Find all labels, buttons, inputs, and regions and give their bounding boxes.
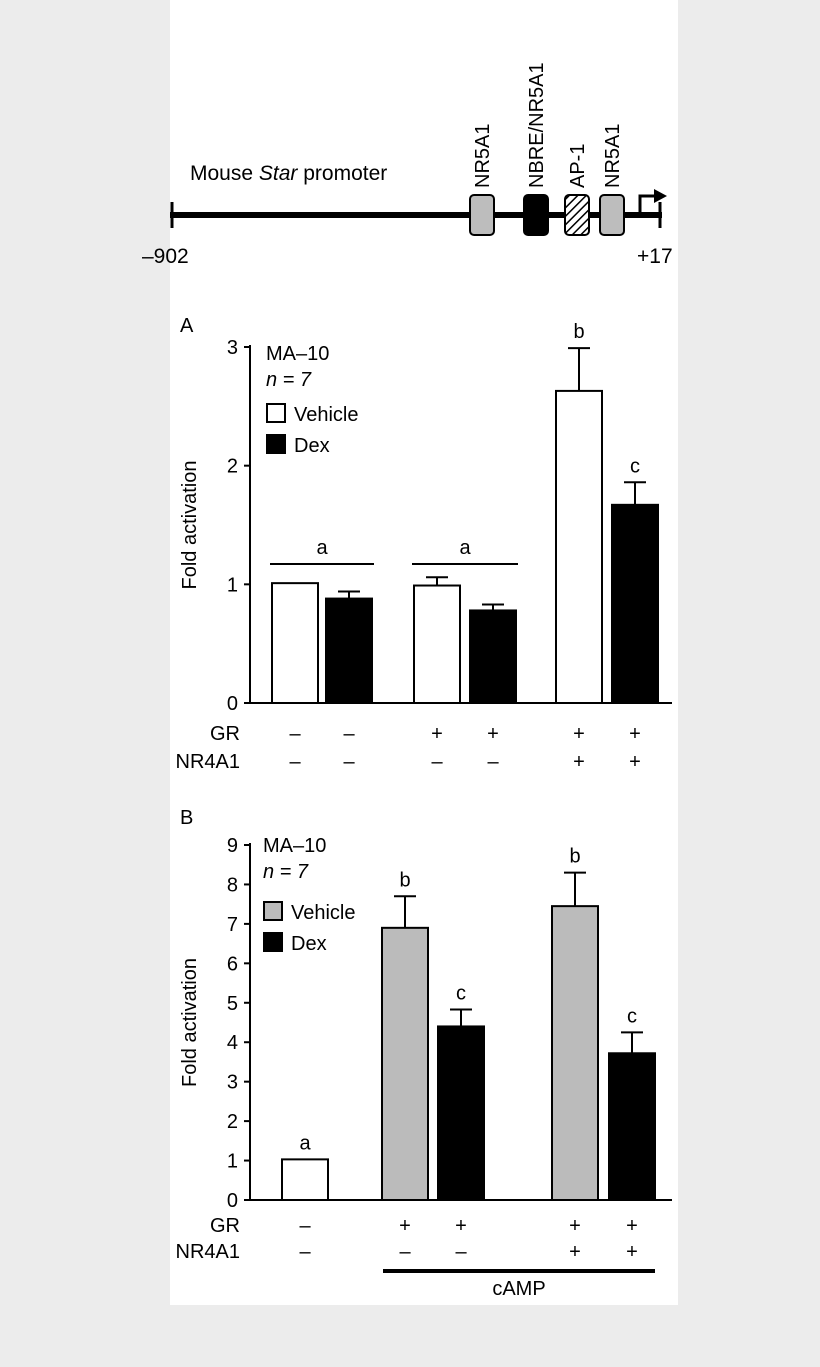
nr4a1-sign: +: [573, 751, 585, 773]
bar: [413, 584, 461, 705]
y-tick-label: 0: [227, 693, 238, 715]
gr-sign: +: [399, 1215, 411, 1237]
bar: [325, 597, 373, 704]
significance-letter: c: [627, 1005, 637, 1027]
tss-arrow-icon: [638, 194, 656, 215]
y-tick-label: 6: [227, 953, 238, 975]
promoter-element-box: [469, 194, 495, 236]
tss-arrowhead-icon: [654, 189, 667, 203]
promoter-diagram: Mouse Star promoter NR5A1 NBRE/NR5A1 AP-1 N…: [142, 62, 673, 268]
gr-sign: +: [569, 1215, 581, 1237]
significance-letter: b: [569, 846, 580, 868]
legend-swatch: [263, 901, 283, 921]
promoter-element-label: NR5A1: [602, 124, 624, 188]
n-label: n = 7: [263, 861, 309, 883]
nr4a1-sign: –: [299, 1241, 311, 1263]
y-tick-label: 2: [227, 1111, 238, 1133]
significance-letter: c: [456, 982, 466, 1004]
bar: [271, 582, 319, 704]
nr4a1-sign: –: [289, 751, 301, 773]
panel-a-chart: A 0 1 2 3 Fold activation MA–10 n = 7 Vehicle Dex…: [176, 315, 672, 773]
y-tick-label: 8: [227, 874, 238, 896]
bar: [608, 1052, 656, 1202]
promoter-element-label: AP-1: [567, 144, 589, 188]
nr4a1-sign: –: [431, 751, 443, 773]
n-label: n = 7: [266, 369, 312, 391]
promoter-element-label: NBRE/NR5A1: [526, 62, 548, 188]
gr-sign: –: [343, 723, 355, 745]
significance-letter: c: [630, 455, 640, 477]
camp-label: cAMP: [492, 1278, 545, 1300]
significance-letter: a: [316, 537, 328, 559]
legend-label: Dex: [294, 435, 330, 457]
y-tick-label: 3: [227, 337, 238, 359]
legend-label: Vehicle: [291, 902, 356, 924]
promoter-element-box: [564, 194, 590, 236]
cell-line-label: MA–10: [263, 835, 326, 857]
legend-label: Vehicle: [294, 404, 359, 426]
gr-row-label: GR: [210, 1215, 240, 1237]
bar: [611, 503, 659, 704]
bar: [437, 1025, 485, 1202]
legend-swatch: [266, 434, 286, 454]
gr-sign: +: [626, 1215, 638, 1237]
gr-sign: +: [573, 723, 585, 745]
bar: [469, 609, 517, 704]
nr4a1-sign: +: [569, 1241, 581, 1263]
gr-sign: +: [455, 1215, 467, 1237]
y-tick-label: 9: [227, 835, 238, 857]
bar: [281, 1158, 329, 1201]
legend-swatch: [263, 932, 283, 952]
nr4a1-row-label: NR4A1: [176, 1241, 240, 1263]
significance-letter: a: [299, 1132, 311, 1154]
y-tick-label: 5: [227, 993, 238, 1015]
significance-letter: a: [459, 537, 471, 559]
nr4a1-sign: –: [343, 751, 355, 773]
y-tick-label: 7: [227, 914, 238, 936]
gr-sign: +: [487, 723, 499, 745]
nr4a1-row-label: NR4A1: [176, 751, 240, 773]
promoter-element-box: [523, 194, 549, 236]
gr-sign: –: [289, 723, 301, 745]
nr4a1-sign: +: [629, 751, 641, 773]
nr4a1-sign: –: [487, 751, 499, 773]
promoter-element-label: NR5A1: [472, 124, 494, 188]
cell-line-label: MA–10: [266, 343, 329, 365]
significance-letter: b: [399, 869, 410, 891]
legend-label: Dex: [291, 933, 327, 955]
panel-b-chart: B 0 1 2 3 4 5 6 7 8 9 Fold activation MA–10 n = 7 Vehi…: [176, 807, 672, 1300]
panel-label: A: [180, 315, 194, 337]
bar: [381, 926, 429, 1201]
nr4a1-sign: –: [455, 1241, 467, 1263]
gr-sign: +: [431, 723, 443, 745]
y-tick-label: 4: [227, 1032, 238, 1054]
nr4a1-sign: –: [399, 1241, 411, 1263]
significance-letter: b: [573, 321, 584, 343]
y-tick-label: 1: [227, 1151, 238, 1173]
promoter-title: Mouse Star promoter: [190, 162, 387, 185]
promoter-element-box: [599, 194, 625, 236]
bar: [551, 905, 599, 1202]
y-tick-label: 3: [227, 1072, 238, 1094]
gr-sign: –: [299, 1215, 311, 1237]
gr-sign: +: [629, 723, 641, 745]
y-tick-label: 1: [227, 574, 238, 596]
bar: [555, 389, 603, 704]
promoter-end-label: +17: [637, 245, 673, 268]
y-tick-label: 2: [227, 456, 238, 478]
panel-label: B: [180, 807, 193, 829]
gr-row-label: GR: [210, 723, 240, 745]
y-tick-label: 0: [227, 1190, 238, 1212]
promoter-start-label: –902: [142, 245, 189, 268]
y-axis-label: Fold activation: [179, 461, 201, 590]
y-axis-label: Fold activation: [179, 958, 201, 1087]
nr4a1-sign: +: [626, 1241, 638, 1263]
legend-swatch: [266, 403, 286, 423]
